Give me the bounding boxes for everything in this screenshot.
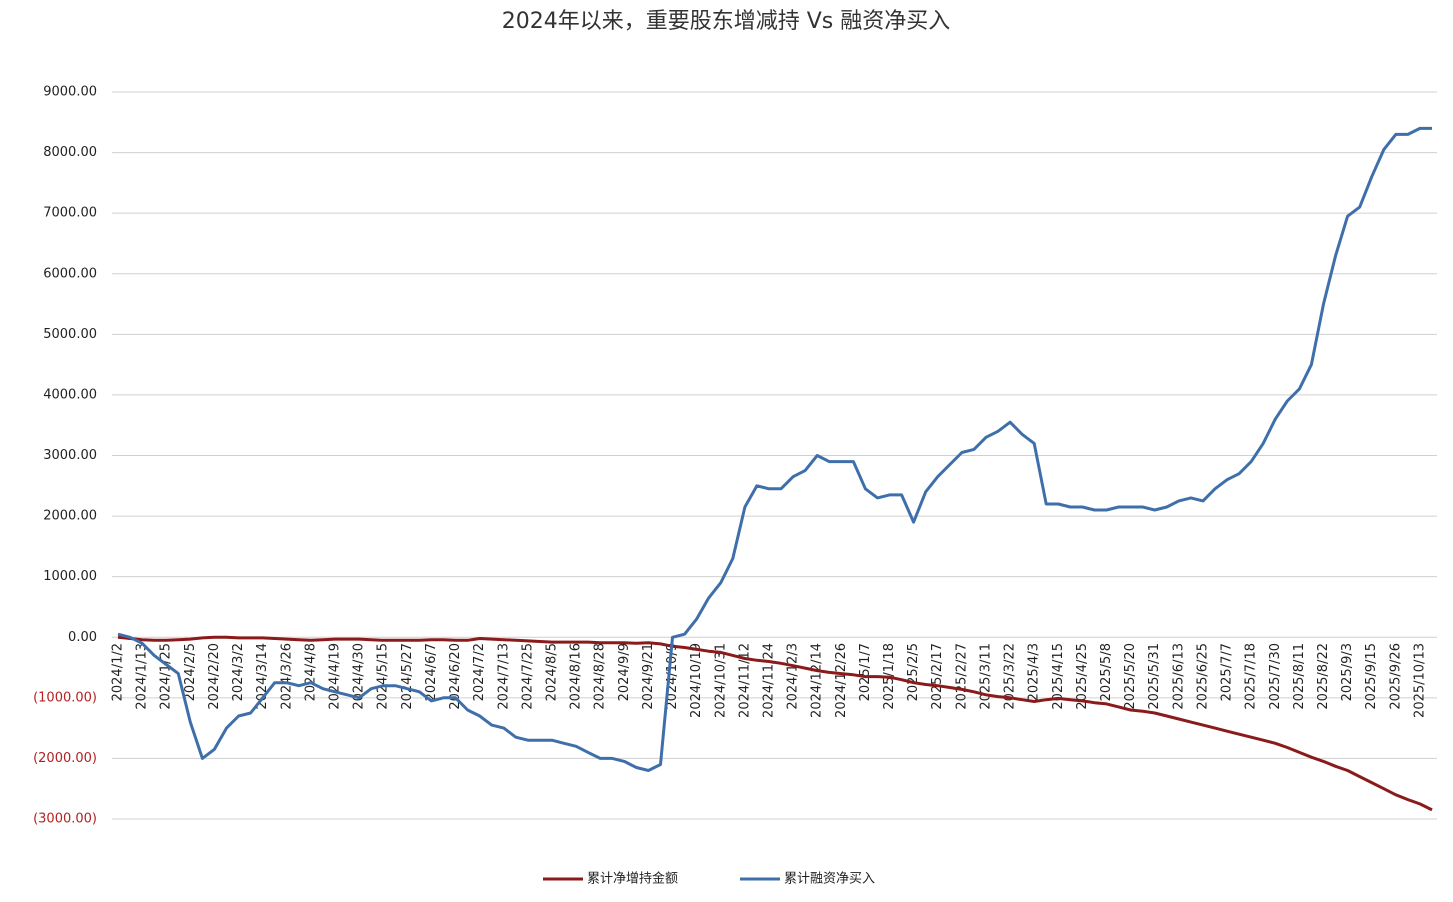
x-tick-label: 2024/1/25 [159, 643, 174, 710]
x-tick-label: 2024/3/26 [279, 643, 294, 710]
x-tick-label: 2025/3/22 [1003, 643, 1018, 710]
x-tick-label: 2024/4/8 [303, 643, 318, 701]
x-tick-label: 2025/3/11 [978, 643, 993, 710]
x-tick-label: 2024/7/13 [496, 643, 511, 710]
series-line [117, 126, 1432, 772]
x-tick-label: 2025/1/7 [858, 643, 873, 701]
x-tick-label: 2024/9/21 [641, 643, 656, 710]
y-tick-label: 0.00 [68, 630, 97, 645]
x-tick-label: 2024/10/19 [689, 643, 704, 718]
y-tick-label: 8000.00 [43, 145, 97, 160]
x-tick-label: 2025/6/13 [1171, 643, 1186, 710]
legend-label: 累计融资净买入 [784, 872, 875, 887]
x-tick-label: 2025/7/7 [1220, 643, 1235, 701]
x-tick-label: 2024/11/24 [761, 643, 776, 718]
x-tick-label: 2024/8/5 [544, 643, 559, 701]
x-tick-label: 2025/4/3 [1027, 643, 1042, 701]
y-tick-label: 7000.00 [43, 206, 97, 221]
x-tick-label: 2024/12/14 [810, 643, 825, 718]
x-tick-label: 2025/5/20 [1123, 643, 1138, 710]
chart-title: 2024年以来，重要股东增减持 Vs 融资净买入 [502, 9, 951, 34]
legend-label: 累计净增持金额 [587, 871, 678, 887]
y-tick-label: 3000.00 [43, 448, 97, 463]
y-tick-label: (2000.00) [33, 751, 97, 766]
y-tick-label: 4000.00 [43, 387, 97, 402]
x-tick-label: 2024/8/16 [569, 643, 584, 710]
y-tick-label: 1000.00 [43, 569, 97, 584]
x-tick-label: 2025/10/13 [1412, 643, 1427, 718]
x-tick-label: 2024/12/26 [834, 643, 849, 718]
x-tick-label: 2025/8/22 [1316, 643, 1331, 710]
x-tick-label: 2024/3/2 [231, 643, 246, 701]
x-tick-label: 2025/4/15 [1051, 643, 1066, 710]
x-tick-label: 2024/4/19 [327, 643, 342, 710]
x-tick-label: 2024/12/3 [786, 643, 801, 710]
x-tick-label: 2024/10/31 [713, 643, 728, 718]
x-tick-label: 2025/6/25 [1195, 643, 1210, 710]
x-tick-label: 2025/2/5 [906, 643, 921, 701]
x-tick-label: 2025/8/11 [1292, 643, 1307, 710]
x-tick-label: 2025/7/18 [1244, 643, 1259, 710]
x-tick-label: 2025/9/15 [1364, 643, 1379, 710]
x-tick-label: 2024/9/9 [617, 643, 632, 701]
y-tick-label: (1000.00) [33, 690, 97, 705]
y-tick-label: 5000.00 [43, 327, 97, 342]
x-tick-label: 2024/2/20 [207, 643, 222, 710]
x-tick-label: 2024/8/28 [593, 643, 608, 710]
y-tick-label: 6000.00 [43, 266, 97, 281]
x-tick-label: 2025/2/17 [930, 643, 945, 710]
x-tick-label: 2025/5/31 [1147, 643, 1162, 710]
x-tick-label: 2024/1/13 [135, 643, 150, 710]
x-tick-label: 2025/2/27 [954, 643, 969, 710]
x-tick-label: 2025/7/30 [1268, 643, 1283, 710]
x-tick-label: 2024/6/7 [424, 643, 439, 701]
x-tick-label: 2024/7/25 [520, 643, 535, 710]
x-tick-label: 2024/5/15 [376, 643, 391, 710]
y-tick-label: (3000.00) [33, 812, 97, 827]
y-tick-label: 9000.00 [43, 85, 97, 100]
y-tick-label: 2000.00 [43, 509, 97, 524]
x-tick-label: 2024/4/30 [352, 643, 367, 710]
x-tick-label: 2024/2/5 [183, 643, 198, 701]
x-tick-label: 2025/5/8 [1099, 643, 1114, 701]
x-tick-label: 2025/9/3 [1340, 643, 1355, 701]
x-tick-label: 2024/10/9 [665, 643, 680, 710]
x-tick-label: 2024/1/2 [111, 643, 126, 701]
x-tick-label: 2025/9/26 [1388, 643, 1403, 710]
x-tick-label: 2024/7/2 [472, 643, 487, 701]
x-tick-label: 2024/5/27 [400, 643, 415, 710]
x-tick-label: 2025/4/25 [1075, 643, 1090, 710]
series-line [117, 635, 1433, 812]
x-tick-label: 2024/6/20 [448, 643, 463, 710]
x-tick-label: 2024/11/12 [737, 643, 752, 718]
